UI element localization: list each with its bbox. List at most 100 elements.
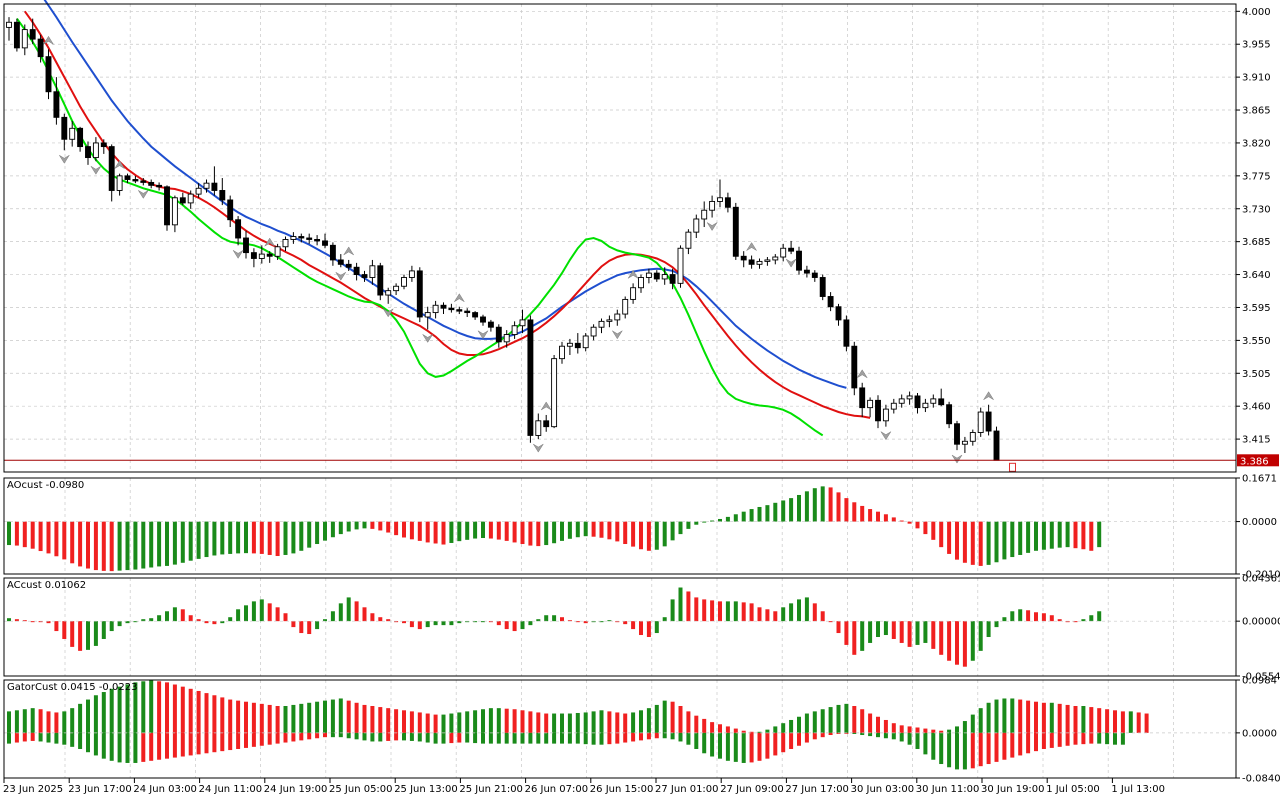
gator-lower-bar	[425, 732, 430, 743]
histogram-bar	[789, 498, 794, 522]
time-label: 30 Jun 19:00	[981, 784, 1045, 795]
histogram-bar	[338, 521, 343, 535]
histogram-bar	[646, 621, 651, 638]
candle-body	[819, 277, 826, 297]
gator-upper-bar	[307, 702, 312, 733]
gator-upper-bar	[615, 712, 620, 733]
histogram-bar	[86, 521, 90, 569]
histogram-bar	[646, 521, 651, 551]
histogram-bar	[868, 509, 873, 522]
fractal-up-marker	[746, 242, 757, 251]
candle	[772, 254, 779, 265]
histogram-bar	[1041, 613, 1046, 622]
histogram-bar	[307, 521, 312, 548]
gator-upper-bar	[449, 713, 454, 733]
candle	[622, 296, 629, 319]
gator-lower-bar	[149, 732, 154, 761]
gator-upper-bar	[220, 697, 225, 733]
candle	[37, 34, 44, 63]
gator-lower-bar	[1097, 732, 1102, 744]
gator-lower-bar	[575, 732, 580, 744]
histogram-bar	[567, 620, 572, 622]
candle	[258, 245, 265, 264]
candle-body	[361, 274, 368, 278]
candle	[322, 233, 328, 249]
fractal-down-marker	[382, 308, 394, 318]
gator-lower-bar	[402, 732, 406, 741]
histogram-bar	[552, 615, 557, 622]
gator-lower-bar	[733, 732, 738, 762]
time-label: 24 Jun 03:00	[133, 784, 197, 795]
histogram-bar	[994, 621, 999, 628]
histogram-bar	[978, 621, 983, 651]
candle-body	[21, 29, 28, 49]
gator-lower-bar	[165, 732, 169, 759]
gator-lower-bar	[1120, 732, 1125, 745]
histogram-bar	[1057, 619, 1062, 622]
gator-lower-bar	[955, 732, 959, 770]
gator-upper-bar	[283, 706, 288, 733]
gator-upper-bar	[425, 713, 430, 733]
histogram-bar	[354, 601, 359, 622]
gator-upper-bar	[931, 729, 936, 733]
candle	[930, 394, 937, 408]
histogram-bar	[481, 521, 485, 539]
histogram-bar	[639, 521, 643, 550]
gator-lower-bar	[141, 732, 146, 762]
gator-upper-bar	[1073, 706, 1078, 733]
histogram-bar	[599, 521, 604, 538]
histogram-bar	[220, 521, 225, 555]
candle	[827, 292, 834, 312]
candle-body	[566, 342, 573, 347]
candle-body	[219, 190, 226, 201]
histogram-bar	[702, 599, 707, 622]
candle	[6, 17, 12, 41]
gator-upper-bar	[710, 722, 715, 733]
histogram-bar	[567, 521, 572, 539]
histogram-bar	[30, 521, 35, 549]
gator-lower-bar	[180, 732, 185, 757]
gator-upper-bar	[93, 695, 98, 733]
candle	[329, 242, 336, 266]
histogram-bar	[560, 521, 564, 541]
candle	[124, 173, 131, 184]
histogram-bar	[710, 600, 715, 622]
gator-lower-bar	[465, 732, 470, 743]
fractal-down-marker	[335, 272, 347, 281]
candle-body	[13, 21, 20, 49]
candle	[614, 309, 621, 326]
gator-lower-bar	[654, 732, 659, 739]
histogram-bar	[473, 621, 478, 623]
gator-upper-bar	[299, 703, 304, 733]
histogram-bar	[1089, 615, 1094, 622]
histogram-bar	[512, 621, 517, 632]
price-tick-label: 3.595	[1242, 303, 1271, 314]
gator-upper-bar	[267, 704, 272, 733]
histogram-bar	[291, 621, 296, 628]
gator-upper-bar	[378, 707, 383, 733]
gator-upper-bar	[860, 709, 865, 733]
candle-body	[740, 255, 747, 261]
candle-body	[140, 180, 147, 183]
gator-upper-bar	[1081, 706, 1086, 733]
gator-lower-bar	[1089, 732, 1094, 744]
fractal-up-marker	[114, 160, 125, 169]
histogram-bar	[62, 521, 67, 560]
gator-upper-bar	[465, 711, 470, 733]
histogram-bar	[38, 521, 43, 552]
gator-lower-bar	[947, 732, 952, 768]
histogram-bar	[141, 521, 146, 569]
candle-body	[590, 326, 597, 337]
gator-lower-bar	[228, 732, 233, 751]
candle	[780, 243, 787, 262]
gator-lower-bar	[101, 732, 106, 759]
gator-lower-bar	[14, 732, 19, 743]
candle-body	[638, 277, 644, 289]
histogram-bar	[757, 607, 762, 622]
histogram-bar	[520, 521, 525, 545]
gator-lower-bar	[749, 732, 754, 763]
gator-upper-bar	[1113, 710, 1117, 733]
indicator-tick-label: 0.04361	[1242, 574, 1280, 585]
